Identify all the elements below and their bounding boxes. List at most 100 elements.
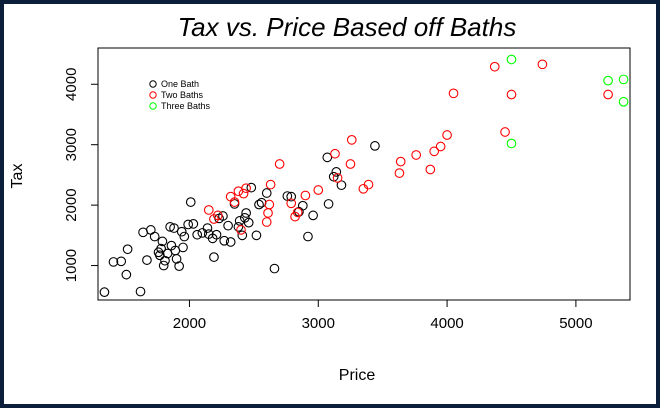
point-series-0-23 — [176, 226, 187, 237]
point-series-1-12 — [265, 179, 276, 190]
point-series-0-15 — [160, 255, 170, 266]
y-tick-label-2: 3000 — [63, 128, 80, 161]
point-series-2-4 — [618, 96, 629, 107]
point-series-0-42 — [233, 222, 244, 232]
point-series-1-32 — [448, 88, 459, 99]
point-series-0-47 — [243, 217, 254, 228]
point-series-1-14 — [286, 198, 297, 209]
point-series-0-4 — [122, 244, 133, 255]
point-series-0-51 — [256, 197, 267, 208]
point-series-1-35 — [506, 89, 517, 100]
point-series-0-19 — [169, 223, 179, 233]
point-series-0-60 — [322, 152, 333, 163]
point-series-0-30 — [197, 228, 208, 238]
point-series-1-28 — [425, 164, 436, 175]
point-series-0-5 — [135, 286, 146, 297]
point-series-1-30 — [435, 141, 446, 152]
point-series-0-0 — [99, 287, 110, 297]
point-series-0-9 — [149, 231, 160, 242]
point-series-1-18 — [313, 185, 324, 195]
point-series-0-62 — [328, 171, 339, 182]
point-series-0-35 — [211, 229, 222, 240]
point-series-0-61 — [323, 199, 334, 209]
y-tick-label-0: 1000 — [63, 249, 80, 282]
point-series-1-13 — [274, 159, 285, 169]
point-series-0-21 — [171, 254, 182, 264]
point-series-0-28 — [188, 219, 199, 229]
point-series-0-39 — [223, 220, 233, 231]
point-series-0-24 — [178, 242, 188, 253]
point-series-0-29 — [192, 229, 203, 240]
point-series-1-21 — [345, 159, 356, 169]
point-series-0-11 — [154, 250, 165, 261]
point-series-0-58 — [303, 231, 313, 242]
legend-label-0: One Bath — [161, 79, 199, 89]
point-series-0-31 — [202, 223, 213, 233]
point-series-1-8 — [241, 183, 251, 194]
point-series-0-55 — [286, 191, 297, 202]
point-series-0-13 — [157, 236, 168, 247]
point-series-1-33 — [489, 61, 500, 72]
y-tick-label-1: 2000 — [63, 188, 80, 221]
point-series-0-43 — [234, 215, 245, 226]
point-series-0-63 — [331, 167, 342, 177]
chart-title: Tax vs. Price Based off Baths — [178, 12, 517, 42]
point-series-0-57 — [297, 200, 308, 211]
point-series-1-25 — [394, 168, 405, 178]
point-series-0-49 — [251, 230, 262, 241]
data-points — [99, 54, 629, 297]
point-series-0-48 — [246, 182, 257, 193]
point-series-1-19 — [330, 148, 340, 159]
point-series-1-4 — [229, 197, 240, 207]
point-series-0-40 — [225, 237, 236, 247]
point-series-0-12 — [156, 243, 166, 254]
point-series-1-11 — [264, 199, 275, 210]
legend-marker-0 — [149, 80, 157, 88]
point-series-0-52 — [261, 188, 272, 198]
point-series-1-31 — [442, 130, 452, 140]
point-series-1-34 — [500, 127, 510, 137]
point-series-1-6 — [236, 225, 246, 235]
x-axis-label: Price — [339, 367, 376, 384]
point-series-0-14 — [158, 260, 169, 271]
point-series-0-54 — [282, 191, 293, 201]
point-series-0-2 — [116, 256, 127, 267]
point-series-1-0 — [203, 205, 214, 215]
point-series-2-1 — [506, 54, 517, 65]
point-series-0-34 — [209, 252, 219, 262]
point-series-1-20 — [332, 173, 343, 183]
point-series-0-17 — [165, 222, 175, 232]
point-series-0-59 — [308, 210, 318, 221]
point-series-0-1 — [108, 257, 119, 267]
point-series-1-27 — [411, 150, 422, 160]
point-series-0-38 — [219, 235, 230, 246]
point-series-0-22 — [174, 261, 185, 272]
point-series-0-3 — [121, 269, 132, 280]
point-series-0-7 — [142, 255, 152, 265]
y-axis: 1000 2000 3000 4000 — [63, 68, 98, 282]
plot-frame — [97, 47, 631, 301]
point-series-0-64 — [336, 180, 347, 191]
point-series-0-27 — [185, 197, 196, 207]
point-series-1-22 — [346, 135, 357, 145]
y-tick-label-3: 4000 — [63, 68, 80, 101]
legend-marker-2 — [149, 102, 157, 110]
x-tick-label-0: 2000 — [173, 315, 206, 332]
legend-label-1: Two Baths — [161, 90, 204, 100]
point-series-0-46 — [241, 208, 251, 218]
legend-marker-1 — [149, 91, 157, 99]
x-tick-label-3: 5000 — [559, 315, 592, 332]
point-series-1-9 — [261, 217, 272, 227]
scatter-plot: Tax vs. Price Based off Baths 2000 3000 40… — [9, 12, 631, 384]
point-series-1-37 — [603, 89, 613, 100]
point-series-1-7 — [238, 188, 249, 199]
point-series-0-25 — [179, 231, 190, 242]
point-series-1-16 — [292, 207, 303, 218]
point-series-1-36 — [537, 59, 548, 70]
legend-label-2: Three Baths — [161, 101, 211, 111]
point-series-0-8 — [145, 225, 156, 235]
point-series-2-0 — [506, 138, 517, 149]
point-series-1-2 — [212, 210, 223, 221]
x-axis: 2000 3000 4000 5000 — [173, 300, 593, 332]
